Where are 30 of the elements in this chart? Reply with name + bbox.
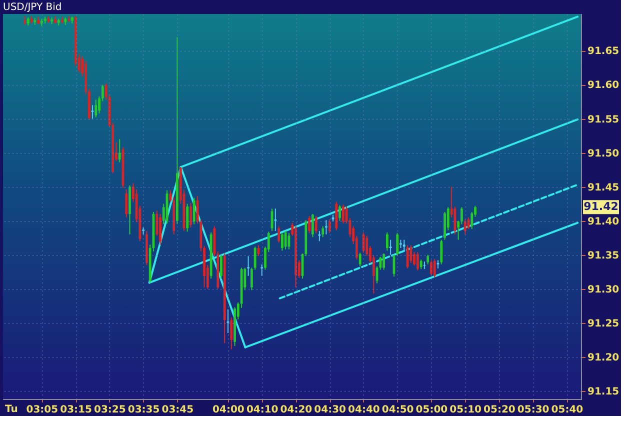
x-tick-label: 03:25 <box>94 404 126 416</box>
y-tick-label: 91.45 <box>588 182 620 194</box>
x-tick-label: 05:30 <box>517 404 550 416</box>
x-tick-label: 03:05 <box>26 404 58 416</box>
x-tick-label: 04:20 <box>280 404 312 416</box>
x-tick-label: 03:15 <box>60 404 92 416</box>
y-tick-label: 91.65 <box>588 46 620 58</box>
x-tick-label: 03:35 <box>128 404 160 416</box>
x-tick-label: 05:40 <box>551 404 584 416</box>
text: 91.42 <box>584 200 618 214</box>
y-tick-label: 91.40 <box>588 216 620 228</box>
x-tick-label: 03:45 <box>162 404 194 416</box>
y-tick-label: 91.20 <box>588 352 620 364</box>
x-tick-label: 05:10 <box>450 404 482 416</box>
y-tick-label: 91.55 <box>588 114 620 126</box>
y-tick-label: 91.60 <box>588 80 620 92</box>
x-tick-label: 04:00 <box>212 404 244 416</box>
x-tick-label: 04:10 <box>246 404 278 416</box>
y-tick-label: 91.50 <box>588 148 620 160</box>
x-tick-label: 04:40 <box>348 404 380 416</box>
y-tick-label: 91.35 <box>588 250 620 262</box>
y-tick-label: 91.15 <box>588 386 620 398</box>
x-tick-label: 05:00 <box>416 404 448 416</box>
x-tick-label: 04:50 <box>382 404 414 416</box>
x-tick-label: 05:20 <box>484 404 516 416</box>
y-tick-label: 91.25 <box>588 318 620 330</box>
y-tick-label: 91.30 <box>588 284 620 296</box>
x-tick-label: 04:30 <box>314 404 346 416</box>
chart-title: USD/JPY Bid <box>3 2 62 13</box>
text: Tu <box>5 404 18 415</box>
